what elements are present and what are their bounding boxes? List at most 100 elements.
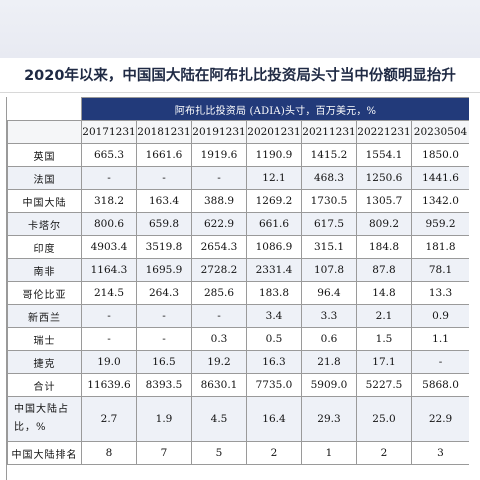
table-row: 瑞士 - -0.3 0.5 0.6 1.5 1.1 [7, 327, 469, 351]
table-cell: 96.4 [301, 281, 357, 305]
table-cell: 2.1 [356, 304, 412, 328]
adia-holdings-table: 阿布扎比投资局 (ADIA)头寸，百万美元，% 20171231 20181231… [7, 97, 469, 465]
column-header: 20230504 [410, 120, 469, 144]
page-headline: 2020年以来，中国国大陆在阿布扎比投资局头寸当中份额明显抬升 [24, 68, 456, 84]
table-cell: 2 [356, 441, 412, 465]
table-cell: 0.9 [410, 304, 469, 328]
table-cell: 0.3 [191, 327, 247, 351]
table-cell: 3 [410, 441, 469, 465]
table-cell: 1 [301, 441, 357, 465]
table-cell: 3519.8 [136, 235, 192, 259]
row-label: 新西兰 [7, 304, 82, 328]
column-header: 20171231 [81, 120, 137, 144]
table-cell: 14.8 [356, 281, 412, 305]
table-row: 哥伦比亚 214.5 264.3 285.6 183.8 96.4 14.8 13.3 [7, 281, 469, 305]
table-cell: 622.9 [191, 212, 247, 236]
table-cell: 3.3 [301, 304, 357, 328]
table-cell: 2331.4 [246, 258, 302, 282]
table-cell: 1164.3 [81, 258, 137, 282]
table-cell: 163.4 [136, 189, 192, 213]
table-cell: 1850.0 [410, 143, 469, 167]
table-cell: - [136, 166, 192, 190]
table-cell: - [81, 327, 137, 351]
table-cell: 17.1 [356, 350, 412, 374]
table-cell: 107.8 [301, 258, 357, 282]
row-label: 哥伦比亚 [7, 281, 82, 305]
row-label: 印度 [7, 235, 82, 259]
table-cell: 1086.9 [246, 235, 302, 259]
table-corner-cell [7, 97, 82, 121]
row-label: 中国大陆排名 [7, 441, 82, 465]
table-cell: 214.5 [81, 281, 137, 305]
table-cell: 22.9 [410, 396, 469, 442]
header-corner-cell [7, 120, 82, 144]
table-row: 合计 11639.6 8393.5 8630.1 7735.0 5909.0 5227.5 5… [7, 373, 469, 397]
table-cell: 184.8 [356, 235, 412, 259]
table-cell: 1.1 [410, 327, 469, 351]
table-cell: 1919.6 [191, 143, 247, 167]
table-cell: 1269.2 [246, 189, 302, 213]
column-header: 20221231 [356, 120, 412, 144]
table-cell: 8393.5 [136, 373, 192, 397]
row-label: 卡塔尔 [7, 212, 82, 236]
table-cell: 78.1 [410, 258, 469, 282]
table-cell: 16.4 [246, 396, 302, 442]
table-cell: 16.5 [136, 350, 192, 374]
table-cell: 5868.0 [410, 373, 469, 397]
table-cell: 315.1 [301, 235, 357, 259]
table-cell: - [81, 166, 137, 190]
table-cell: 1342.0 [410, 189, 469, 213]
table-row: 中国大陆占比，% 2.7 1.9 4.5 16.4 29.3 25.0 22.9 [7, 396, 469, 442]
table-cell: 1554.1 [356, 143, 412, 167]
adia-table-container: 阿布扎比投资局 (ADIA)头寸，百万美元，% 20171231 20181231… [6, 97, 469, 480]
table-cell: 1661.6 [136, 143, 192, 167]
table-cell: 0.5 [246, 327, 302, 351]
table-cell: 1190.9 [246, 143, 302, 167]
table-cell: 468.3 [301, 166, 357, 190]
table-cell: 8 [81, 441, 137, 465]
table-cell: 285.6 [191, 281, 247, 305]
row-label: 南非 [7, 258, 82, 282]
table-cell: 4.5 [191, 396, 247, 442]
table-cell: - [136, 327, 192, 351]
table-cell: 388.9 [191, 189, 247, 213]
table-cell: 1730.5 [301, 189, 357, 213]
row-label: 英国 [7, 143, 82, 167]
table-row: 中国大陆排名 8 7 5 2 1 2 3 [7, 441, 469, 465]
table-caption: 阿布扎比投资局 (ADIA)头寸，百万美元，% [80, 97, 469, 121]
table-cell: 183.8 [246, 281, 302, 305]
table-row: 中国大陆 318.2 163.4 388.9 1269.2 1730.5 1305.7 134… [7, 189, 469, 213]
table-cell: 8630.1 [191, 373, 247, 397]
table-cell: - [136, 304, 192, 328]
headline-divider [0, 92, 480, 93]
table-row: 捷克 19.0 16.5 19.2 16.3 21.8 17.1- [7, 350, 469, 374]
column-header: 20181231 [136, 120, 192, 144]
table-cell: - [191, 304, 247, 328]
row-label: 法国 [7, 166, 82, 190]
table-cell: 1415.2 [301, 143, 357, 167]
table-row: 法国 - - -12.1 468.3 1250.6 1441.6 [7, 166, 469, 190]
row-label: 合计 [7, 373, 82, 397]
table-cell: 1.9 [136, 396, 192, 442]
table-cell: - [410, 350, 469, 374]
table-cell: 3.4 [246, 304, 302, 328]
row-label: 中国大陆 [7, 189, 82, 213]
table-cell: 264.3 [136, 281, 192, 305]
table-cell: - [81, 304, 137, 328]
column-header: 20191231 [191, 120, 247, 144]
table-cell: 7735.0 [246, 373, 302, 397]
table-cell: 25.0 [356, 396, 412, 442]
table-cell: 21.8 [301, 350, 357, 374]
table-cell: 16.3 [246, 350, 302, 374]
column-header: 20201231 [246, 120, 302, 144]
table-cell: 5 [191, 441, 247, 465]
table-cell: 181.8 [410, 235, 469, 259]
table-cell: 7 [136, 441, 192, 465]
table-cell: 659.8 [136, 212, 192, 236]
table-cell: 2.7 [81, 396, 137, 442]
table-cell: 11639.6 [81, 373, 137, 397]
top-banner [0, 0, 480, 58]
table-header-row: 20171231 20181231 20191231 20201231 20211231… [7, 120, 469, 144]
table-cell: 661.6 [246, 212, 302, 236]
table-cell: 959.2 [410, 212, 469, 236]
